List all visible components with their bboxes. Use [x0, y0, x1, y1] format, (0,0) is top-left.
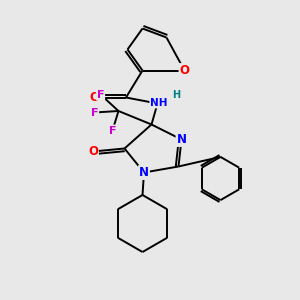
Text: N: N — [139, 166, 149, 179]
Text: F: F — [91, 107, 98, 118]
Text: F: F — [97, 89, 104, 100]
Text: O: O — [88, 145, 98, 158]
Text: F: F — [109, 125, 116, 136]
Text: O: O — [179, 64, 190, 77]
Text: H: H — [172, 90, 180, 100]
Text: N: N — [176, 133, 187, 146]
Text: NH: NH — [150, 98, 168, 108]
Text: O: O — [89, 91, 100, 104]
